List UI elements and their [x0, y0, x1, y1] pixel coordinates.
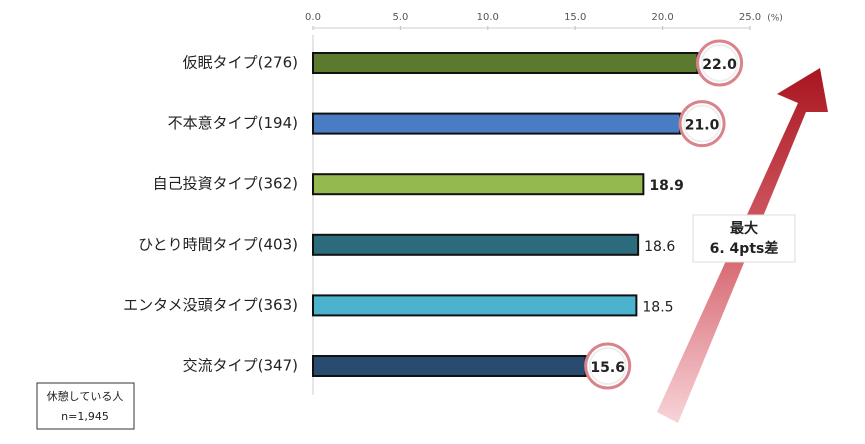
annotation-text: 最大: [730, 220, 758, 237]
value-label: 18.9: [649, 178, 684, 194]
bar: [312, 294, 638, 317]
label-highlight-inner: [700, 44, 739, 82]
bar: [312, 52, 699, 74]
x-tick-label: 20.0: [651, 12, 673, 23]
category-label: エンタメ没頭タイプ(363): [123, 296, 298, 314]
label-highlight-inner: [588, 347, 627, 385]
x-tick-label: 0.0: [305, 12, 321, 23]
label-highlight-inner: [683, 104, 722, 143]
category-label: 自己投資タイプ(362): [153, 175, 298, 193]
note-box: [36, 382, 135, 430]
x-tick-label: 15.0: [564, 12, 586, 23]
annotation-box: [692, 214, 796, 263]
value-label: 18.6: [644, 239, 675, 255]
bar: [312, 112, 682, 135]
axis-unit: (%): [767, 14, 783, 24]
x-tick-label: 5.0: [392, 12, 408, 23]
category-label: 交流タイプ(347): [183, 357, 298, 375]
x-tick-label: 25.0: [739, 12, 761, 23]
category-label: 不本意タイプ(194): [168, 114, 298, 132]
value-label: 21.0: [685, 118, 720, 134]
value-label: 22.0: [702, 57, 737, 73]
category-label: 仮眠タイプ(276): [183, 54, 298, 72]
annotation-text: 6. 4pts差: [710, 240, 779, 257]
note-text: n=1,945: [61, 410, 109, 423]
bar: [312, 355, 587, 377]
bar: [312, 173, 645, 196]
value-label: 15.6: [590, 360, 625, 376]
value-label: 18.5: [642, 299, 673, 315]
category-label: ひとり時間タイプ(403): [138, 235, 298, 253]
bar: [312, 233, 640, 256]
note-text: 休憩している人: [47, 389, 124, 403]
x-tick-label: 10.0: [477, 12, 499, 23]
